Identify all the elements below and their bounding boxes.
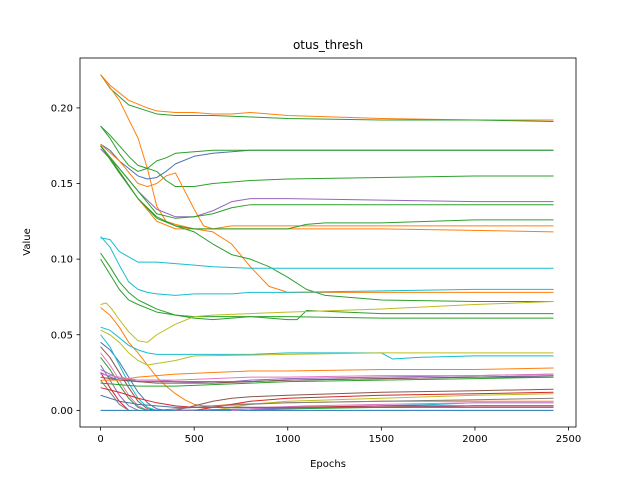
series-line-37	[156, 397, 554, 411]
x-tick-label: 1000	[275, 434, 300, 445]
x-tick-label: 0	[97, 434, 103, 445]
y-axis-label: Value	[22, 228, 33, 255]
series-line-15	[100, 237, 554, 269]
x-tick-label: 1500	[369, 434, 394, 445]
series-line-29	[100, 369, 554, 384]
series-line-22	[100, 352, 148, 411]
y-tick-label: 0.15	[51, 179, 73, 190]
series-line-33	[100, 373, 554, 381]
series-line-0	[100, 74, 554, 121]
series-line-14	[100, 258, 554, 321]
series-line-30	[100, 376, 554, 384]
series-line-24	[100, 357, 148, 411]
series-line-31	[100, 367, 554, 381]
y-tick-label: 0.05	[51, 330, 73, 341]
chart-title: otus_thresh	[293, 38, 363, 52]
series-line-2	[100, 74, 554, 293]
series-line-8	[100, 145, 554, 219]
series-line-11	[100, 145, 554, 302]
y-tick-label: 0.20	[51, 103, 73, 114]
series-line-44	[100, 394, 554, 408]
x-tick-label: 2000	[462, 434, 487, 445]
y-tick-label: 0.00	[51, 406, 73, 417]
series-line-5	[100, 125, 554, 188]
series-line-20	[100, 341, 167, 411]
series-line-32	[100, 376, 554, 387]
series-line-12	[100, 236, 554, 296]
y-tick-label: 0.10	[51, 255, 73, 266]
series-line-42	[231, 402, 554, 411]
series-line-1	[100, 74, 554, 123]
series-line-18	[100, 326, 554, 360]
series-line-34	[175, 388, 554, 411]
x-axis: 0 500 1000 1500 2000 2500	[97, 427, 581, 445]
series-line-16	[100, 300, 554, 343]
plot-frame	[79, 57, 577, 428]
series-line-27	[100, 379, 129, 411]
series-line-23	[100, 334, 157, 411]
x-tick-label: 500	[185, 434, 204, 445]
series-layer	[100, 74, 554, 411]
series-line-6	[100, 143, 554, 233]
series-line-4	[100, 125, 554, 172]
series-line-35	[194, 391, 554, 411]
series-line-19	[100, 329, 554, 366]
x-axis-label: Epochs	[310, 459, 346, 470]
series-line-13	[100, 252, 554, 321]
series-line-21	[100, 346, 157, 411]
x-tick-label: 2500	[556, 434, 581, 445]
y-axis: 0.00 0.05 0.10 0.15 0.20	[51, 103, 80, 417]
